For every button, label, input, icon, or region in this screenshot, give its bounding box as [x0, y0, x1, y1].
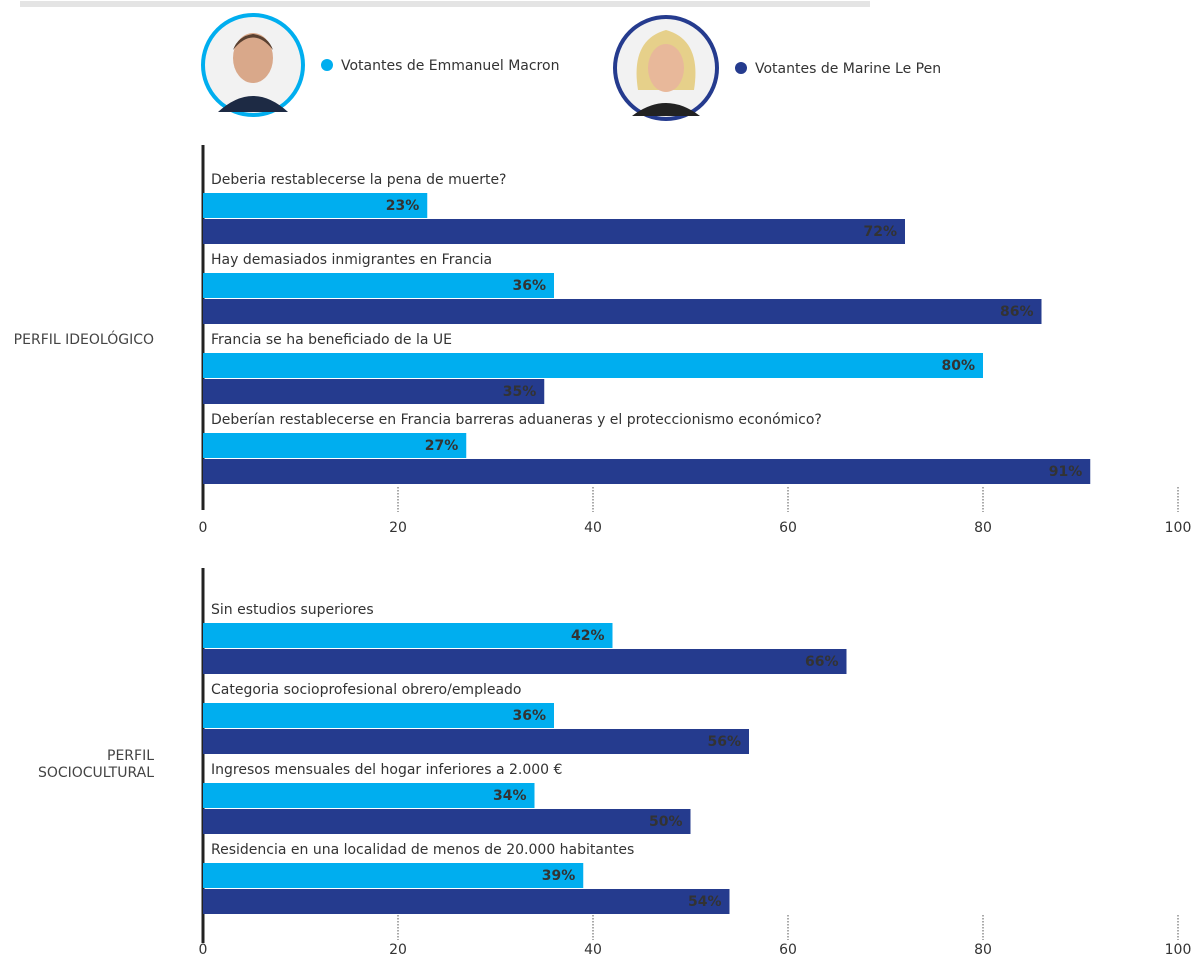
legend-swatch — [321, 59, 333, 71]
x-tick-label: 60 — [779, 942, 797, 958]
value-label: 50% — [649, 814, 683, 830]
bar — [203, 379, 544, 404]
value-label: 36% — [512, 708, 546, 724]
bar — [203, 783, 535, 808]
group-label: PERFIL IDEOLÓGICO — [4, 332, 154, 349]
bar — [203, 273, 554, 298]
category-label: Categoria socioprofesional obrero/emplea… — [211, 682, 522, 698]
value-label: 36% — [512, 278, 546, 294]
bar — [203, 809, 691, 834]
group-label: PERFIL SOCIOCULTURAL — [4, 748, 154, 782]
page: Votantes de Emmanuel Macron Votantes de M… — [0, 0, 1192, 963]
category-label: Deberían restablecerse en Francia barrer… — [211, 412, 822, 428]
value-label: 86% — [1000, 304, 1034, 320]
value-label: 35% — [503, 384, 537, 400]
bar — [203, 863, 583, 888]
bar — [203, 623, 613, 648]
x-tick-label: 100 — [1165, 520, 1192, 536]
bar — [203, 889, 730, 914]
bar — [203, 219, 905, 244]
value-label: 27% — [425, 438, 459, 454]
category-label: Ingresos mensuales del hogar inferiores … — [211, 762, 562, 778]
x-tick-label: 0 — [199, 520, 208, 536]
x-tick-label: 20 — [389, 520, 407, 536]
value-label: 34% — [493, 788, 527, 804]
bar — [203, 729, 749, 754]
category-label: Hay demasiados inmigrantes en Francia — [211, 252, 492, 268]
x-tick-label: 40 — [584, 942, 602, 958]
category-label: Residencia en una localidad de menos de … — [211, 842, 634, 858]
category-label: Francia se ha beneficiado de la UE — [211, 332, 452, 348]
value-label: 56% — [707, 734, 741, 750]
bar — [203, 459, 1090, 484]
x-tick-label: 20 — [389, 942, 407, 958]
bar — [203, 299, 1042, 324]
legend-label: Votantes de Emmanuel Macron — [341, 58, 559, 74]
x-tick-label: 80 — [974, 520, 992, 536]
value-label: 39% — [542, 868, 576, 884]
value-label: 72% — [863, 224, 897, 240]
value-label: 54% — [688, 894, 722, 910]
legend-label: Votantes de Marine Le Pen — [755, 61, 941, 77]
chart: Votantes de Emmanuel Macron Votantes de M… — [0, 0, 1192, 963]
category-label: Deberia restablecerse la pena de muerte? — [211, 172, 507, 188]
x-tick-label: 40 — [584, 520, 602, 536]
category-label: Sin estudios superiores — [211, 602, 374, 618]
bar — [203, 703, 554, 728]
value-label: 42% — [571, 628, 605, 644]
lepen-photo — [615, 17, 717, 119]
x-tick-label: 80 — [974, 942, 992, 958]
value-label: 91% — [1049, 464, 1083, 480]
value-label: 66% — [805, 654, 839, 670]
x-tick-label: 0 — [199, 942, 208, 958]
bar — [203, 649, 847, 674]
x-tick-label: 60 — [779, 520, 797, 536]
value-label: 23% — [386, 198, 420, 214]
legend-swatch — [735, 62, 747, 74]
bar — [203, 353, 983, 378]
x-tick-label: 100 — [1165, 942, 1192, 958]
value-label: 80% — [941, 358, 975, 374]
macron-photo — [203, 15, 303, 115]
